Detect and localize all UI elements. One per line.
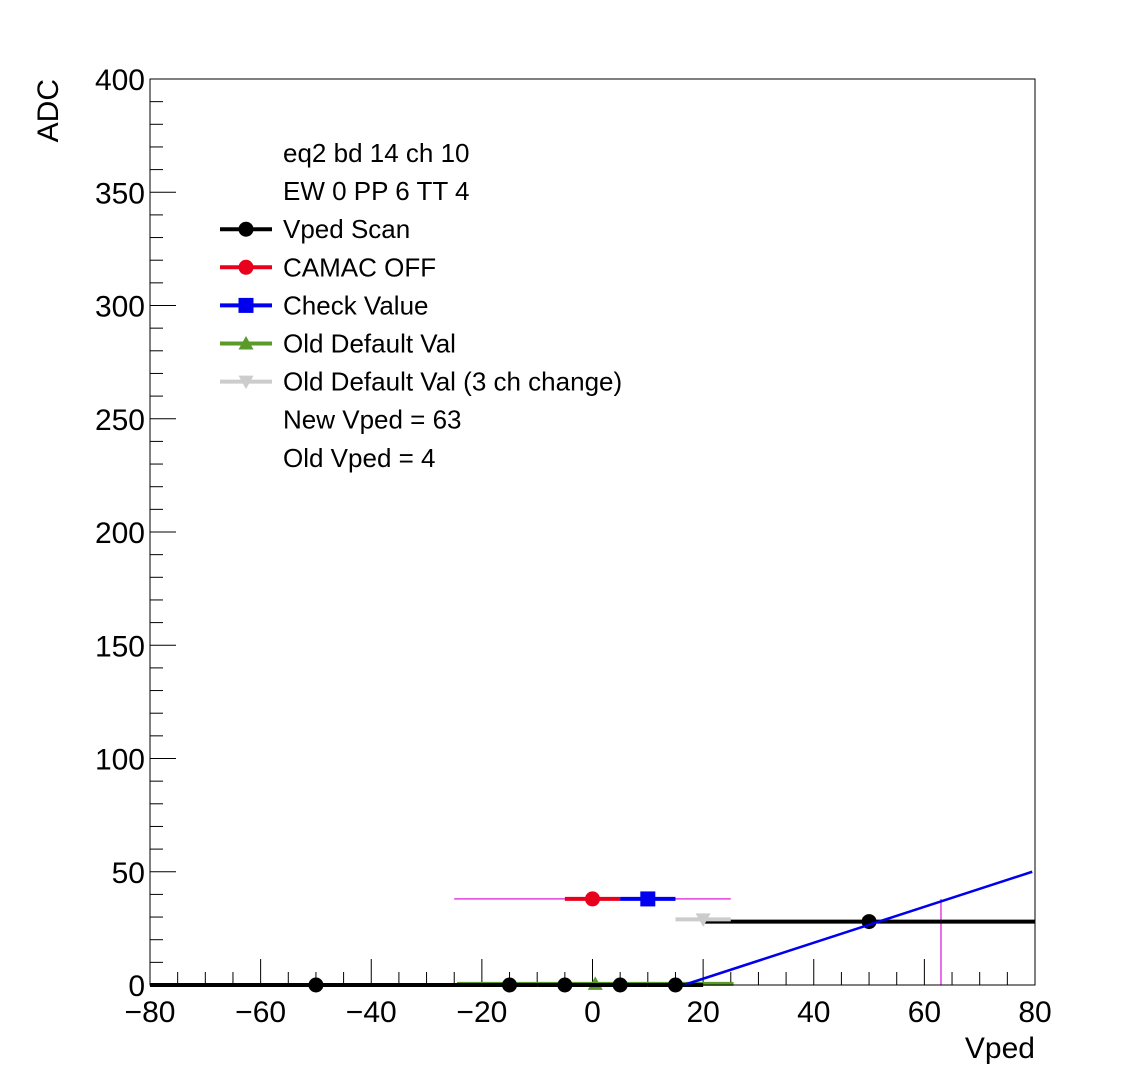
legend-label: Check Value bbox=[283, 290, 429, 320]
legend-swatch-marker bbox=[238, 221, 254, 237]
y-tick-label: 50 bbox=[112, 857, 145, 890]
legend-footer-text: Old Vped = 4 bbox=[283, 443, 436, 473]
y-axis-label: ADC bbox=[32, 79, 65, 142]
data-point bbox=[640, 891, 656, 907]
series-check-value bbox=[620, 891, 676, 907]
legend-label: Old Default Val bbox=[283, 329, 456, 359]
x-axis-label: Vped bbox=[965, 1032, 1035, 1065]
legend-swatch-marker bbox=[238, 336, 254, 350]
plot-frame bbox=[149, 78, 1036, 986]
y-tick-label: 250 bbox=[95, 404, 145, 437]
data-point bbox=[695, 913, 711, 927]
x-tick-label: −80 bbox=[125, 996, 176, 1029]
axis-ticks bbox=[149, 78, 1036, 986]
data-point bbox=[585, 891, 600, 907]
legend-item: Old Default Val bbox=[220, 329, 456, 359]
axis-tick-labels: −80 −60 −40 −20 0 20 40 60 80 0 50 100 150 200 250 300 3… bbox=[95, 64, 1052, 1029]
linear-fit-line bbox=[683, 870, 1033, 987]
x-tick-label: −20 bbox=[456, 996, 507, 1029]
y-tick-label: 350 bbox=[95, 177, 145, 210]
y-tick-label: 0 bbox=[128, 970, 145, 1003]
legend-item: Old Default Val (3 ch change) bbox=[220, 367, 622, 397]
y-tick-label: 100 bbox=[95, 744, 145, 777]
legend-item: Check Value bbox=[220, 290, 429, 320]
y-tick-label: 400 bbox=[95, 64, 145, 97]
y-tick-label: 200 bbox=[95, 517, 145, 550]
y-tick-label: 300 bbox=[95, 291, 145, 324]
legend-swatch-marker bbox=[238, 375, 254, 390]
series-old-default-val-3-ch-change bbox=[675, 913, 731, 927]
x-tick-label: 0 bbox=[584, 996, 601, 1029]
legend: eq2 bd 14 ch 10 EW 0 PP 6 TT 4 Vped Scan CA… bbox=[220, 138, 622, 473]
legend-header-text: EW 0 PP 6 TT 4 bbox=[283, 176, 469, 206]
x-tick-label: 80 bbox=[1018, 996, 1051, 1029]
legend-swatch-marker bbox=[238, 259, 254, 275]
legend-label: Vped Scan bbox=[283, 214, 410, 244]
x-tick-label: 20 bbox=[686, 996, 719, 1029]
x-tick-label: 60 bbox=[908, 996, 941, 1029]
legend-swatch-marker bbox=[238, 297, 254, 313]
y-tick-label: 150 bbox=[95, 630, 145, 663]
legend-label: Old Default Val (3 ch change) bbox=[283, 367, 622, 397]
x-tick-label: 40 bbox=[797, 996, 830, 1029]
x-tick-label: −40 bbox=[346, 996, 397, 1029]
series-camac-off bbox=[564, 891, 621, 907]
legend-item: CAMAC OFF bbox=[220, 252, 436, 282]
legend-header-text: eq2 bd 14 ch 10 bbox=[283, 138, 470, 168]
legend-footer-text: New Vped = 63 bbox=[283, 405, 462, 435]
x-tick-label: −60 bbox=[235, 996, 286, 1029]
reference-lines bbox=[454, 898, 942, 985]
legend-item: Vped Scan bbox=[220, 214, 410, 244]
legend-label: CAMAC OFF bbox=[283, 252, 436, 282]
